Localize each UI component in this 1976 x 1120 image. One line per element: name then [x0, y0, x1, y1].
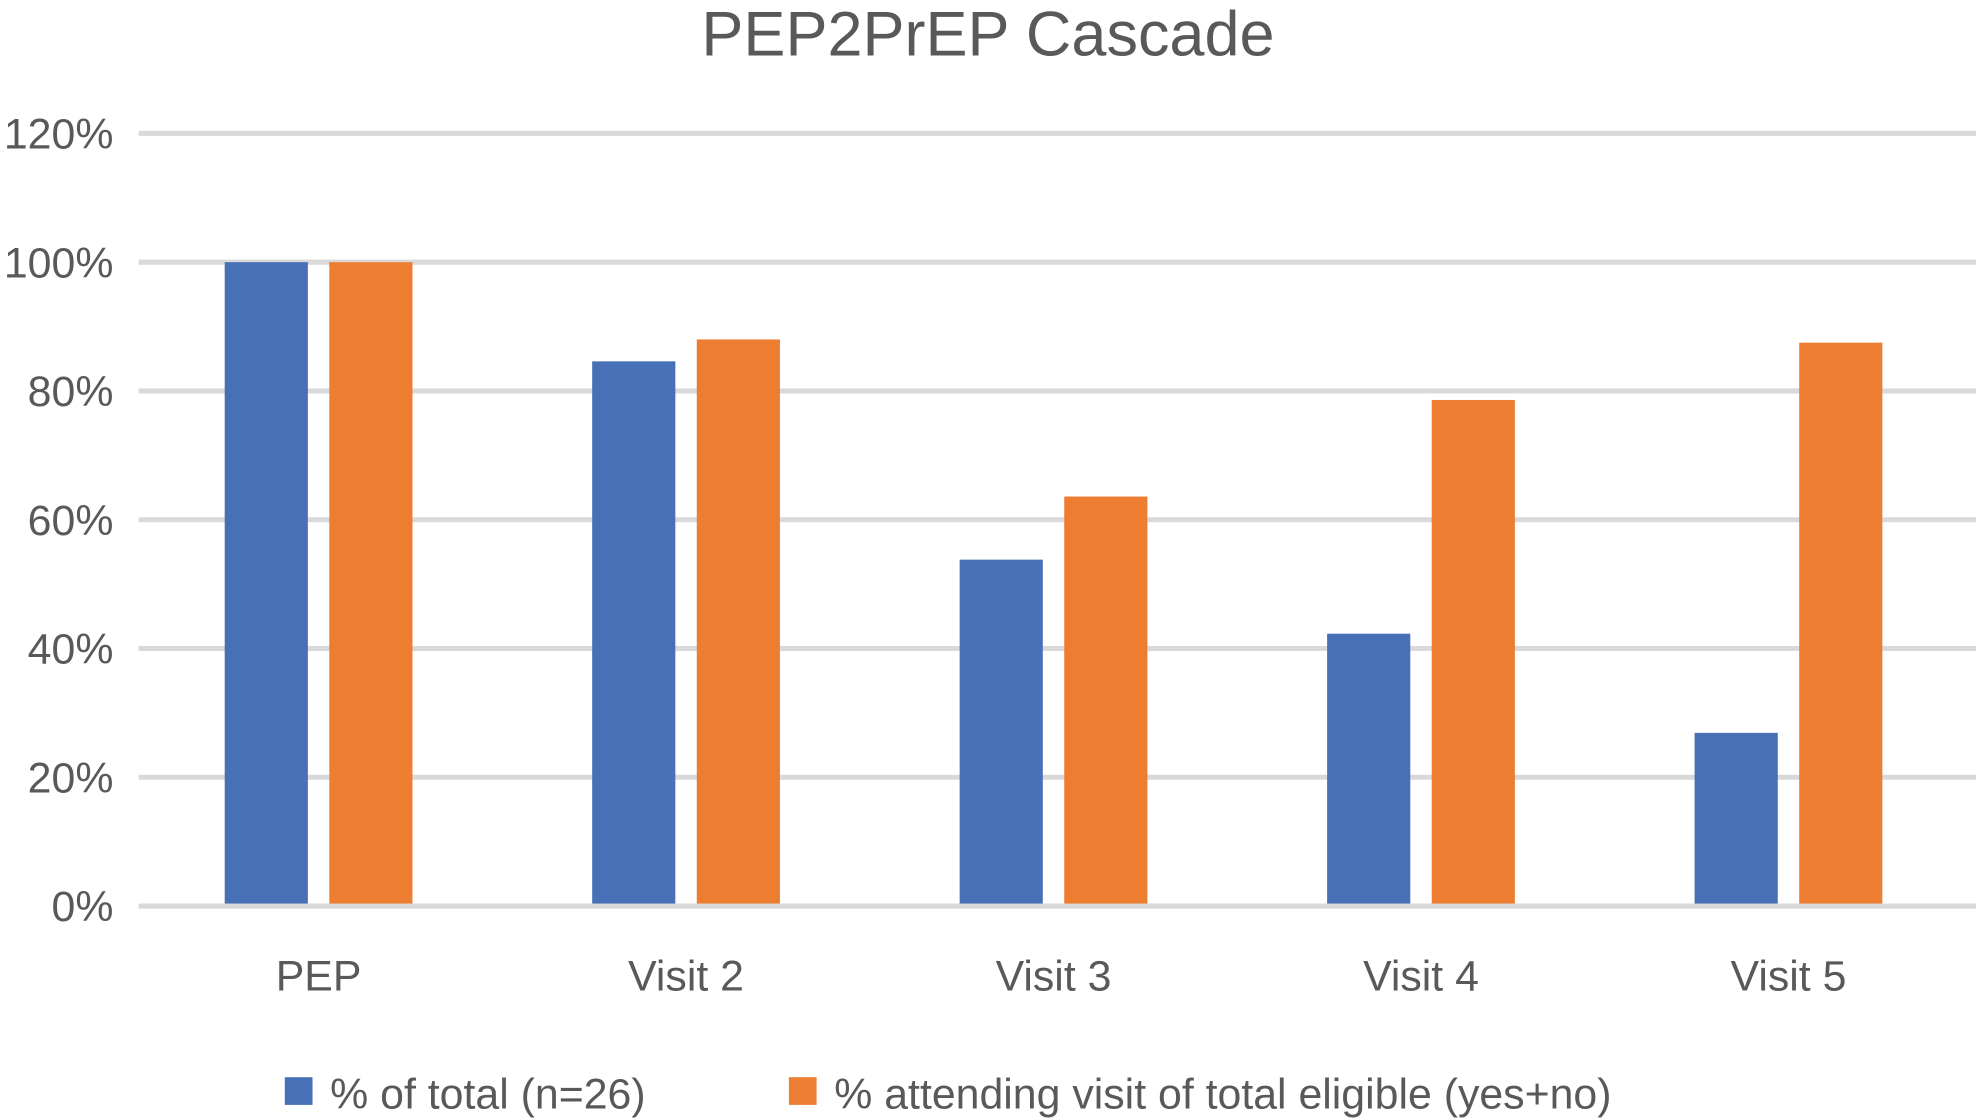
legend-label-attending: % attending visit of total eligible (yes…	[834, 1071, 1611, 1119]
legend-label-total: % of total (n=26)	[330, 1071, 645, 1119]
y-tick-label: 20%	[28, 754, 114, 802]
legend-swatch-total	[284, 1077, 313, 1105]
bar-attending	[329, 262, 413, 904]
bar-total	[224, 262, 308, 904]
y-tick-label: 60%	[28, 497, 114, 545]
y-tick-label: 0%	[52, 883, 114, 931]
x-tick-label: Visit 2	[628, 952, 744, 1000]
chart-title: PEP2PrEP Cascade	[701, 0, 1274, 69]
y-axis-ticks: 0% 20% 40% 60% 80% 100% 120%	[4, 111, 114, 932]
y-tick-label: 80%	[28, 368, 114, 416]
bar-attending	[1799, 342, 1883, 904]
bar-total	[959, 559, 1043, 904]
bars	[224, 262, 1883, 904]
y-tick-label: 120%	[4, 111, 114, 159]
legend-swatch-attending	[788, 1077, 817, 1105]
x-axis-ticks: PEP Visit 2 Visit 3 Visit 4 Visit 5	[276, 952, 1847, 1000]
gridlines	[138, 130, 1976, 909]
bar-total	[592, 361, 676, 904]
legend: % of total (n=26) % attending visit of t…	[284, 1071, 1612, 1119]
bar-attending	[1431, 399, 1515, 904]
y-tick-label: 40%	[28, 626, 114, 674]
x-tick-label: PEP	[276, 952, 362, 1000]
x-tick-label: Visit 3	[996, 952, 1112, 1000]
bar-total	[1694, 732, 1778, 904]
x-tick-label: Visit 5	[1731, 952, 1847, 1000]
bar-attending	[696, 339, 780, 904]
y-tick-label: 100%	[4, 239, 114, 287]
bar-total	[1327, 633, 1411, 904]
bar-attending	[1064, 496, 1148, 904]
x-tick-label: Visit 4	[1363, 952, 1479, 1000]
